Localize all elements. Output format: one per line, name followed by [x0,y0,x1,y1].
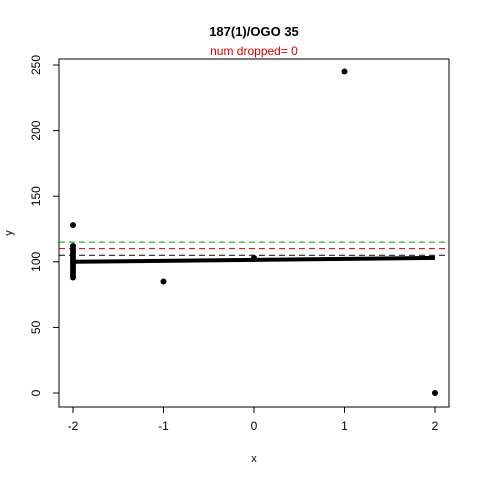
data-point [251,254,257,261]
chart-title: 187(1)/OGO 35 [209,24,299,39]
x-axis: -2 -1 0 1 2 [68,407,439,433]
data-point [432,390,438,396]
x-tick-label: -2 [68,419,79,433]
y-tick-label: 100 [29,251,43,271]
y-tick-label: 0 [29,389,43,396]
y-axis: 0 50 100 150 200 250 [29,55,59,396]
chart-subtitle: num dropped= 0 [210,44,298,58]
x-tick-label: -1 [158,419,169,433]
x-tick-label: 0 [251,419,258,433]
reference-lines [59,241,449,256]
data-point [160,278,167,285]
y-tick-label: 250 [29,55,43,75]
data-point [341,68,348,75]
data-point [70,274,76,281]
x-axis-label: x [251,453,257,465]
data-points [70,68,438,396]
x-tick-label: 2 [432,419,439,433]
y-tick-label: 50 [29,320,43,334]
plot-frame [58,58,450,408]
y-tick-label: 150 [29,186,43,206]
x-tick-label: 1 [341,419,348,433]
data-point [70,222,76,229]
y-axis-label: y [3,230,15,236]
y-tick-label: 200 [29,120,43,140]
